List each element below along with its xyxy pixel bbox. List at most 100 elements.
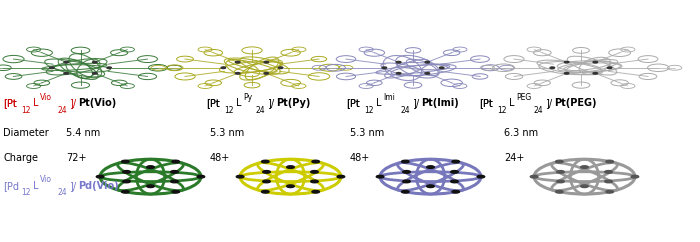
Text: [Pt: [Pt [4, 98, 18, 108]
Text: [Pt: [Pt [480, 98, 494, 108]
Text: 5.3 nm: 5.3 nm [210, 128, 244, 137]
Circle shape [396, 61, 401, 63]
Circle shape [608, 67, 612, 68]
Circle shape [264, 61, 269, 63]
Circle shape [564, 73, 569, 74]
Text: 72+: 72+ [66, 153, 87, 163]
Circle shape [402, 190, 409, 193]
Circle shape [451, 180, 458, 183]
Text: Charge: Charge [4, 153, 38, 163]
Text: 5.3 nm: 5.3 nm [350, 128, 384, 137]
Circle shape [606, 160, 613, 163]
Text: 6.3 nm: 6.3 nm [504, 128, 538, 137]
Circle shape [122, 160, 129, 163]
Text: 24: 24 [533, 106, 543, 114]
Circle shape [402, 160, 409, 163]
Circle shape [427, 166, 434, 168]
Text: ]/: ]/ [69, 181, 76, 191]
Circle shape [147, 166, 154, 168]
Circle shape [172, 190, 179, 193]
Circle shape [171, 180, 178, 183]
Circle shape [50, 67, 54, 68]
Text: Pt(PEG): Pt(PEG) [554, 98, 596, 108]
Circle shape [279, 67, 283, 68]
Text: L: L [33, 181, 38, 191]
Circle shape [122, 190, 129, 193]
Text: Pt(Py): Pt(Py) [276, 98, 310, 108]
Circle shape [605, 171, 612, 173]
Circle shape [556, 180, 564, 183]
Text: [Pt: [Pt [4, 98, 18, 108]
Circle shape [235, 73, 240, 74]
Circle shape [107, 67, 111, 68]
Circle shape [550, 67, 554, 68]
Circle shape [564, 61, 569, 63]
Text: 12: 12 [22, 188, 32, 197]
Text: ]/: ]/ [545, 98, 552, 108]
Circle shape [440, 67, 444, 68]
Circle shape [264, 73, 269, 74]
Circle shape [477, 175, 484, 178]
Text: 12: 12 [22, 106, 32, 114]
Circle shape [262, 160, 269, 163]
Circle shape [402, 180, 410, 183]
Circle shape [606, 190, 613, 193]
Circle shape [605, 180, 612, 183]
Circle shape [425, 61, 430, 63]
Circle shape [581, 166, 588, 168]
Circle shape [64, 73, 69, 74]
Text: L: L [376, 98, 382, 108]
Circle shape [382, 67, 386, 68]
Text: [Pt: [Pt [346, 98, 360, 108]
Text: 48+: 48+ [210, 153, 230, 163]
Text: ]/: ]/ [69, 98, 76, 108]
Circle shape [237, 175, 244, 178]
Text: 24: 24 [57, 106, 67, 114]
Circle shape [312, 190, 319, 193]
Circle shape [311, 171, 318, 173]
Circle shape [122, 171, 130, 173]
Text: 5.4 nm: 5.4 nm [66, 128, 101, 137]
Circle shape [556, 160, 563, 163]
Circle shape [262, 190, 269, 193]
Circle shape [556, 190, 563, 193]
Text: 24: 24 [256, 106, 265, 114]
Circle shape [311, 180, 318, 183]
Circle shape [287, 166, 294, 168]
Text: Pt(Imi): Pt(Imi) [421, 98, 458, 108]
Circle shape [581, 185, 588, 188]
Circle shape [172, 160, 179, 163]
Circle shape [593, 73, 598, 74]
Text: [Pt: [Pt [346, 98, 360, 108]
Circle shape [377, 175, 384, 178]
Circle shape [92, 73, 97, 74]
Text: L: L [33, 98, 38, 108]
Circle shape [122, 180, 130, 183]
Text: Vio: Vio [40, 93, 52, 102]
Circle shape [396, 73, 401, 74]
Text: ]/: ]/ [412, 98, 419, 108]
Text: 12: 12 [498, 106, 508, 114]
Text: 24: 24 [400, 106, 410, 114]
Circle shape [97, 175, 104, 178]
Circle shape [593, 61, 598, 63]
Text: Pd(Vio): Pd(Vio) [78, 181, 119, 191]
Circle shape [171, 171, 178, 173]
Circle shape [451, 171, 458, 173]
Circle shape [531, 175, 538, 178]
Circle shape [64, 61, 69, 63]
Circle shape [452, 190, 459, 193]
Text: Diameter: Diameter [4, 128, 49, 137]
Circle shape [92, 61, 97, 63]
Circle shape [631, 175, 638, 178]
Circle shape [262, 180, 270, 183]
Circle shape [556, 171, 564, 173]
Circle shape [452, 160, 459, 163]
Circle shape [402, 171, 410, 173]
Text: L: L [236, 98, 241, 108]
Text: 24+: 24+ [504, 153, 524, 163]
Circle shape [262, 171, 270, 173]
Circle shape [425, 73, 430, 74]
Circle shape [197, 175, 204, 178]
Circle shape [147, 185, 154, 188]
